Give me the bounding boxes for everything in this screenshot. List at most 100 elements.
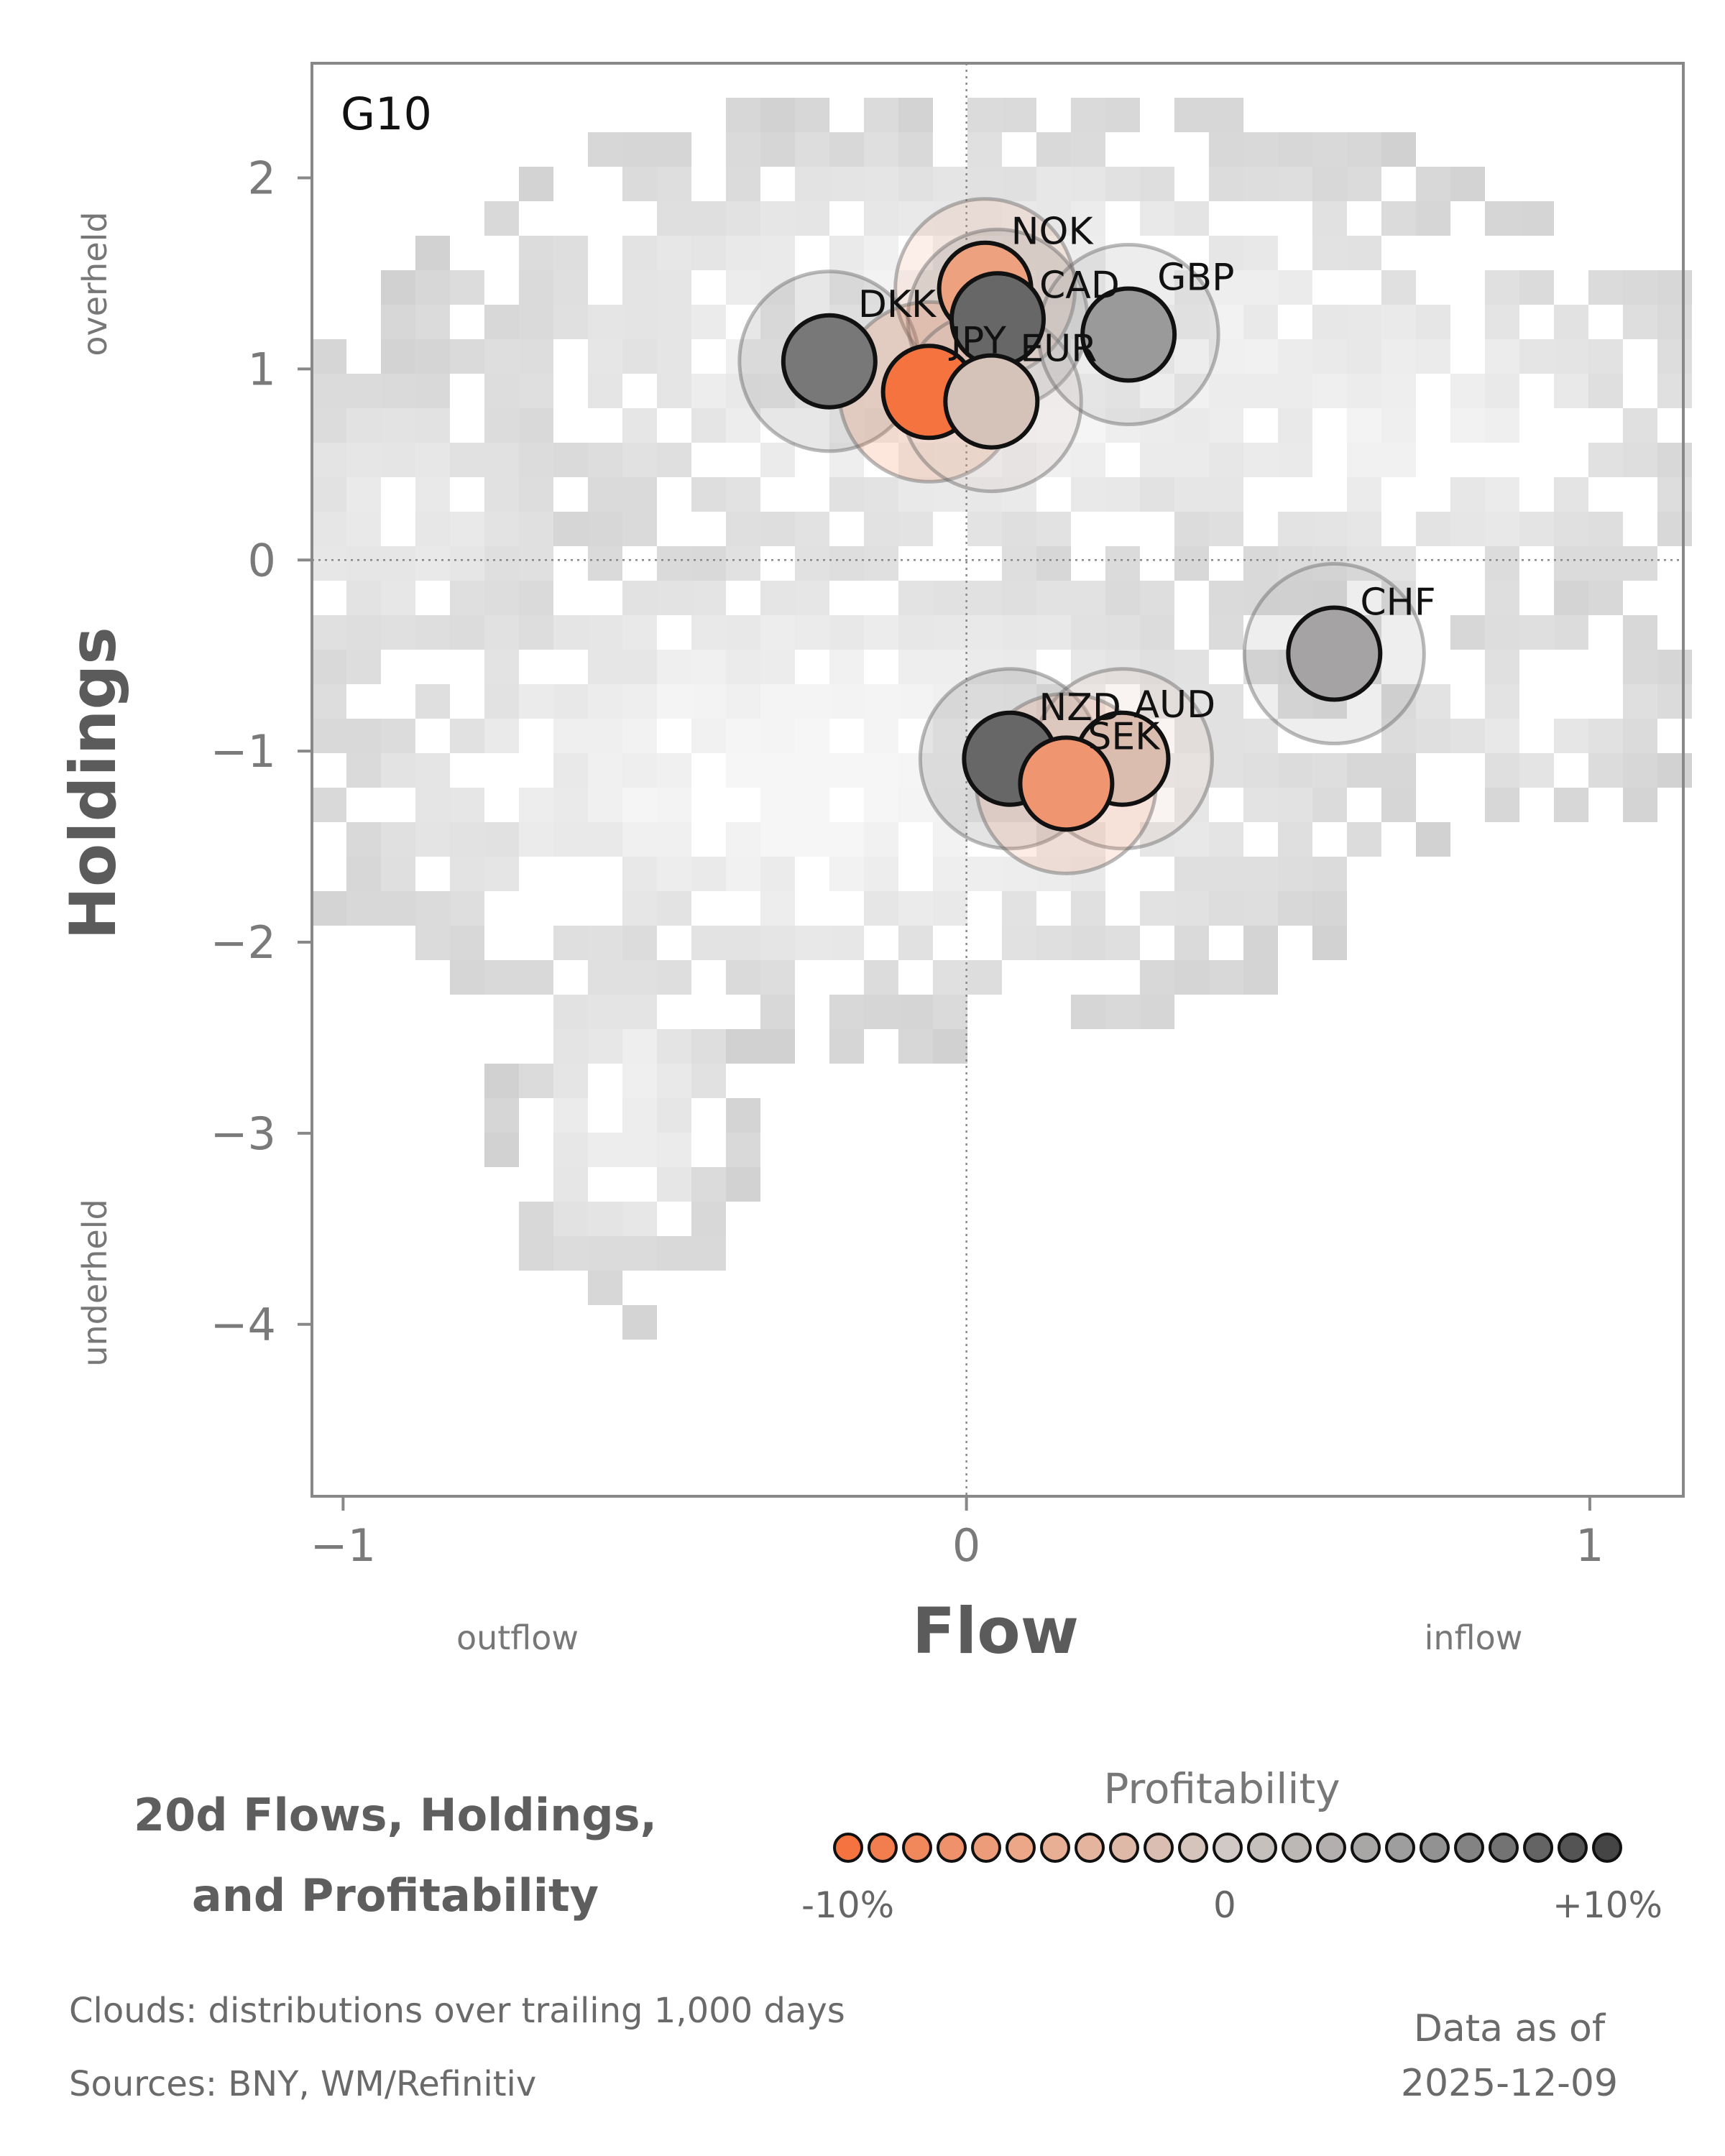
histogram-cell	[1243, 167, 1278, 201]
histogram-cell	[1002, 201, 1036, 236]
histogram-cell	[346, 615, 381, 650]
legend-dot	[1454, 1833, 1484, 1863]
histogram-cell	[1209, 443, 1243, 477]
point-chf[interactable]	[1286, 605, 1383, 702]
histogram-cell	[1174, 270, 1209, 305]
histogram-cell	[1036, 615, 1071, 650]
legend-dot	[1489, 1833, 1519, 1863]
histogram-cell	[450, 270, 484, 305]
histogram-cell	[657, 1064, 691, 1098]
histogram-cell	[484, 684, 519, 719]
histogram-cell	[415, 546, 450, 581]
histogram-cell	[1347, 339, 1381, 374]
point-eur[interactable]	[943, 353, 1040, 450]
legend-dot	[1316, 1833, 1346, 1863]
histogram-cell	[726, 374, 760, 408]
histogram-cell	[967, 201, 1002, 236]
histogram-cell	[622, 167, 657, 201]
histogram-cell	[553, 1236, 588, 1271]
histogram-cell	[1002, 615, 1036, 650]
histogram-cell	[691, 857, 726, 891]
histogram-cell	[588, 719, 622, 753]
histogram-cell	[622, 1202, 657, 1236]
histogram-cell	[1105, 98, 1140, 132]
histogram-cell	[1347, 512, 1381, 546]
histogram-cell	[1209, 615, 1243, 650]
histogram-cell	[1588, 270, 1623, 305]
point-dkk[interactable]	[781, 313, 878, 410]
histogram-cell	[346, 650, 381, 684]
y-tick-label: −3	[211, 1107, 276, 1160]
histogram-cell	[484, 857, 519, 891]
histogram-cell	[1485, 546, 1519, 581]
histogram-cell	[553, 443, 588, 477]
histogram-cell	[622, 132, 657, 167]
histogram-cell	[415, 236, 450, 270]
histogram-cell	[691, 1064, 726, 1098]
histogram-cell	[691, 546, 726, 581]
x-axis-title: Flow	[912, 1594, 1079, 1668]
histogram-cell	[657, 822, 691, 857]
histogram-cell	[1623, 615, 1657, 650]
histogram-cell	[1278, 581, 1312, 615]
histogram-cell	[1278, 374, 1312, 408]
histogram-cell	[967, 960, 1002, 995]
histogram-cell	[1071, 132, 1105, 167]
histogram-cell	[795, 719, 829, 753]
histogram-cell	[415, 270, 450, 305]
histogram-cell	[1071, 857, 1105, 891]
histogram-cell	[1623, 546, 1657, 581]
legend-dot	[971, 1833, 1001, 1863]
legend-dot	[868, 1833, 898, 1863]
histogram-cell	[795, 684, 829, 719]
histogram-cell	[1002, 167, 1036, 201]
point-sek[interactable]	[1018, 735, 1115, 832]
histogram-cell	[1036, 857, 1071, 891]
histogram-cell	[381, 891, 415, 926]
histogram-cell	[864, 753, 898, 788]
histogram-cell	[1416, 684, 1450, 719]
histogram-cell	[622, 1133, 657, 1167]
histogram-cell	[967, 477, 1002, 512]
histogram-cell	[829, 546, 864, 581]
histogram-cell	[622, 408, 657, 443]
histogram-cell	[381, 719, 415, 753]
histogram-cell	[622, 753, 657, 788]
histogram-cell	[1554, 512, 1588, 546]
histogram-cell	[1174, 960, 1209, 995]
legend-min-label: -10%	[801, 1884, 895, 1926]
histogram-cell	[553, 1202, 588, 1236]
point-label-nok: NOK	[1011, 211, 1095, 254]
histogram-cell	[1105, 650, 1140, 684]
histogram-cell	[1554, 581, 1588, 615]
histogram-cell	[967, 132, 1002, 167]
histogram-cell	[1105, 995, 1140, 1029]
histogram-cell	[484, 546, 519, 581]
histogram-cell	[795, 201, 829, 236]
histogram-cell	[1243, 719, 1278, 753]
histogram-cell	[1209, 822, 1243, 857]
clouds-note: Clouds: distributions over trailing 1,00…	[69, 1991, 845, 2031]
histogram-cell	[1485, 374, 1519, 408]
histogram-cell	[1002, 581, 1036, 615]
histogram-cell	[1174, 546, 1209, 581]
histogram-cell	[795, 615, 829, 650]
point-gbp[interactable]	[1080, 286, 1177, 383]
histogram-cell	[933, 650, 967, 684]
histogram-cell	[553, 1167, 588, 1202]
histogram-cell	[415, 305, 450, 339]
histogram-cell	[726, 339, 760, 374]
histogram-cell	[657, 1029, 691, 1064]
histogram-cell	[933, 1029, 967, 1064]
histogram-cell	[1381, 546, 1416, 581]
histogram-cell	[553, 719, 588, 753]
histogram-cell	[312, 374, 346, 408]
x-side-label-outflow: outflow	[456, 1618, 579, 1657]
histogram-cell	[1105, 477, 1140, 512]
histogram-cell	[657, 891, 691, 926]
histogram-cell	[1002, 98, 1036, 132]
histogram-cell	[760, 926, 795, 960]
histogram-cell	[1416, 305, 1450, 339]
histogram-cell	[1381, 443, 1416, 477]
histogram-cell	[1312, 857, 1347, 891]
